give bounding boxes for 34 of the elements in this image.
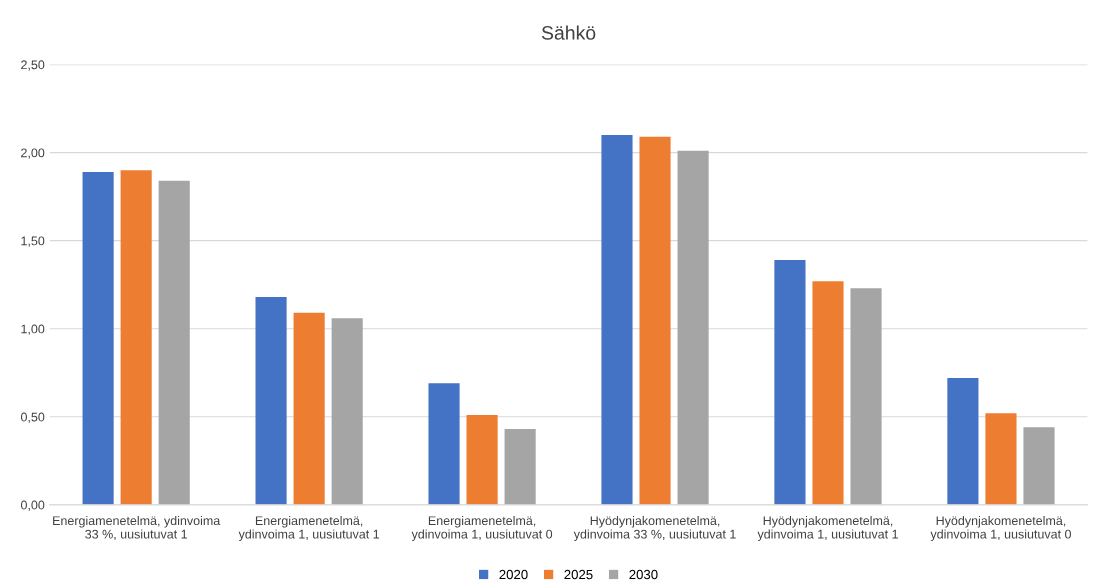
bar: [82, 171, 114, 505]
x-tick-label: Hyödynjakomenetelmä, ydinvoima 1, uusiutuvat 1: [757, 515, 898, 542]
bar: [504, 429, 536, 505]
bar: [158, 180, 190, 505]
bar: [639, 136, 671, 505]
chart-title: Sähkö: [541, 25, 596, 40]
bar: [293, 312, 325, 505]
bar: [331, 318, 363, 505]
bar: [120, 170, 152, 505]
bar: [255, 297, 287, 505]
y-tick-label: 1,50: [21, 236, 45, 247]
y-tick-label: 0,50: [20, 412, 45, 423]
legend-label: 2025: [564, 569, 593, 580]
bar: [1023, 427, 1055, 505]
bar: [428, 383, 460, 505]
x-tick-label: Energiamenetelmä, ydinvoima 33 %, uusiutuvat 1: [53, 515, 221, 541]
bar: [774, 260, 806, 505]
legend-label: 2030: [629, 569, 658, 580]
bar: [677, 150, 709, 505]
x-tick-label: Hyödynjakomenetelmä, ydinvoima 1, uusiutuvat 0: [930, 515, 1071, 542]
y-tick-label: 2,00: [21, 148, 45, 159]
bar: [947, 378, 979, 505]
bar: [466, 415, 498, 505]
x-tick-label: Hyödynjakomenetelmä, ydinvoima 33 %, uusiutuvat 1: [573, 515, 736, 542]
bar: [985, 413, 1017, 505]
bar: [812, 281, 844, 505]
y-tick-label: 0,00: [20, 500, 45, 511]
y-tick-label: 2,50: [21, 60, 45, 71]
y-tick-label: 1,00: [21, 324, 45, 335]
x-tick-label: Energiamenetelmä, ydinvoima 1, uusiutuvat 1: [238, 515, 380, 542]
bar: [850, 288, 882, 505]
bar: [601, 135, 633, 505]
x-tick-label: Energiamenetelmä, ydinvoima 1, uusiutuvat 0: [411, 515, 553, 542]
legend-label: 2020: [499, 569, 528, 580]
